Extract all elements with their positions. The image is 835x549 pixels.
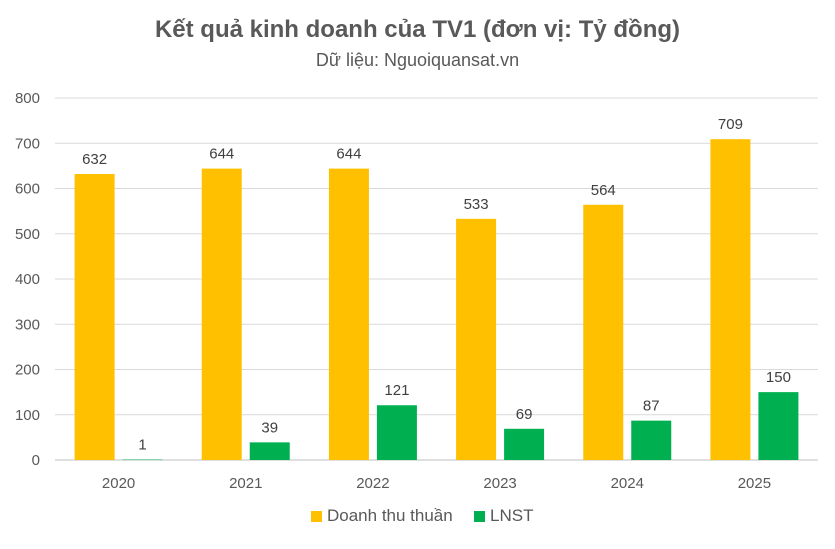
revenue-bar <box>583 204 624 460</box>
x-tick-label: 2024 <box>611 475 644 492</box>
profit-bar <box>758 392 799 460</box>
revenue-bar <box>74 174 115 460</box>
profit-bar <box>122 459 163 461</box>
revenue-bar <box>456 218 497 460</box>
profit-data-label: 69 <box>516 406 533 423</box>
chart-title: Kết quả kinh doanh của TV1 (đơn vị: Tỷ đ… <box>154 16 681 43</box>
y-tick-label: 700 <box>15 135 40 152</box>
revenue-data-label: 533 <box>464 196 489 213</box>
y-tick-label: 800 <box>15 90 40 107</box>
x-tick-label: 2022 <box>356 475 389 492</box>
x-tick-label: 2023 <box>483 475 516 492</box>
y-tick-label: 300 <box>15 316 40 333</box>
y-tick-label: 0 <box>32 452 40 469</box>
profit-data-label: 150 <box>766 369 791 386</box>
legend-swatch-revenue <box>311 511 322 522</box>
revenue-data-label: 644 <box>336 146 361 163</box>
x-tick-label: 2021 <box>229 475 262 492</box>
legend-label-revenue: Doanh thu thuần <box>327 506 453 525</box>
profit-data-label: 39 <box>261 419 278 436</box>
revenue-bar <box>328 168 369 460</box>
y-tick-label: 600 <box>15 181 40 198</box>
revenue-bar <box>710 139 751 461</box>
revenue-data-label: 564 <box>591 182 616 199</box>
y-tick-label: 500 <box>15 226 40 243</box>
profit-bar <box>631 420 672 460</box>
revenue-data-label: 632 <box>82 151 107 168</box>
x-tick-label: 2025 <box>738 475 771 492</box>
revenue-data-label: 709 <box>718 116 743 133</box>
profit-bar <box>376 405 417 460</box>
legend-swatch-profit <box>474 511 485 522</box>
legend-label-profit: LNST <box>490 506 533 525</box>
profit-bar <box>249 442 290 460</box>
y-tick-label: 100 <box>15 407 40 424</box>
profit-bar <box>504 428 545 460</box>
profit-data-label: 87 <box>643 398 660 415</box>
revenue-data-label: 644 <box>209 146 234 163</box>
x-tick-label: 2020 <box>102 475 135 492</box>
y-tick-label: 400 <box>15 271 40 288</box>
profit-data-label: 121 <box>384 382 409 399</box>
profit-data-label: 1 <box>138 437 146 454</box>
y-tick-label: 200 <box>15 362 40 379</box>
chart-subtitle: Dữ liệu: Nguoiquansat.vn <box>315 50 520 70</box>
revenue-bar <box>201 168 242 460</box>
